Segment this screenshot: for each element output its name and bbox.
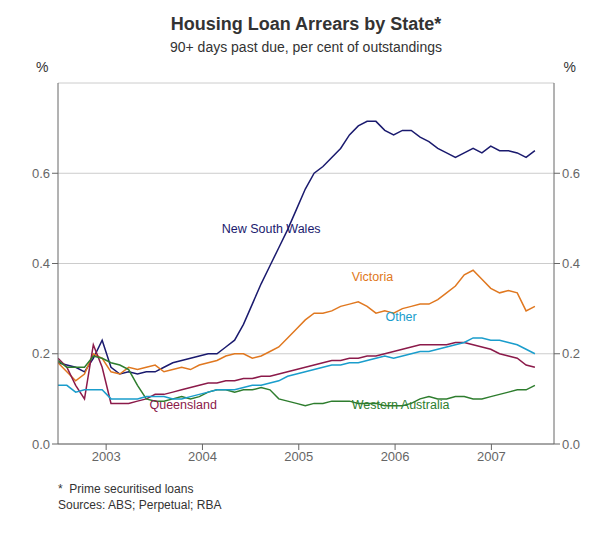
html-text:Sources: ABS; Perpetual; RBA: Sources: ABS; Perpetual; RBA	[58, 498, 222, 512]
svg-text:Other: Other	[385, 310, 416, 324]
svg-text:Victoria: Victoria	[352, 270, 394, 284]
svg-text:2004: 2004	[188, 449, 217, 464]
html-text:90+ days past due, per cent of: 90+ days past due, per cent of outstandi…	[170, 39, 442, 55]
svg-text:0.0: 0.0	[32, 437, 50, 452]
svg-text:2007: 2007	[477, 449, 506, 464]
svg-text:New South Wales: New South Wales	[222, 222, 321, 236]
svg-text:0.6: 0.6	[562, 166, 580, 181]
svg-text:0.4: 0.4	[32, 256, 50, 271]
svg-text:Western Australia: Western Australia	[352, 398, 450, 412]
svg-text:Queensland: Queensland	[149, 398, 216, 412]
svg-text:0.2: 0.2	[562, 346, 580, 361]
html-text:Housing Loan Arrears by State*: Housing Loan Arrears by State*	[170, 14, 442, 34]
svg-text:0.6: 0.6	[32, 166, 50, 181]
svg-text:2006: 2006	[381, 449, 410, 464]
html-text:* Prime securitised loans: * Prime securitised loans	[58, 482, 194, 496]
svg-text:0.2: 0.2	[32, 346, 50, 361]
svg-text:2005: 2005	[284, 449, 313, 464]
svg-text:0.0: 0.0	[562, 437, 580, 452]
svg-text:2003: 2003	[92, 449, 121, 464]
svg-text:0.4: 0.4	[562, 256, 580, 271]
